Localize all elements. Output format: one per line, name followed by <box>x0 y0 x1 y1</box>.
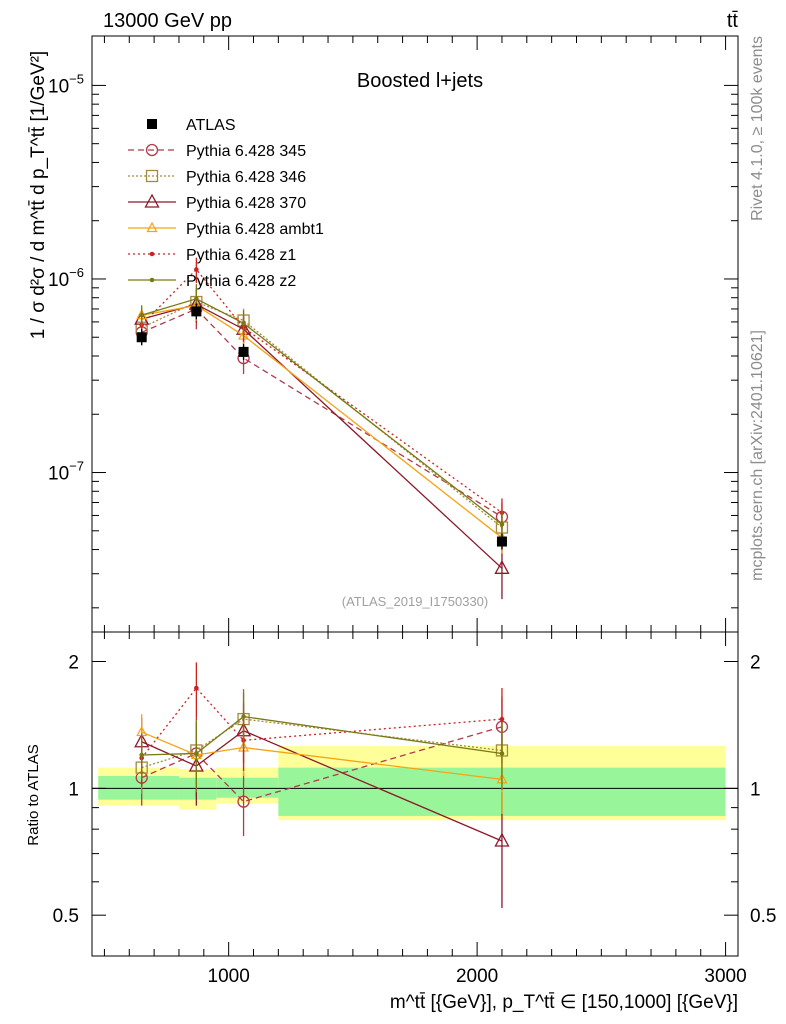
ratio-line-5 <box>141 715 503 756</box>
y-axis-label-top: 1 / σ d²σ / d m^tt̄ d p_T^tt̄ [1/GeV²] <box>28 51 49 339</box>
legend-label-data: ATLAS <box>186 117 236 134</box>
legend-label-5: Pythia 6.428 z2 <box>186 273 296 290</box>
ratio-point-5-3 <box>499 751 505 756</box>
series-point-4-1 <box>194 267 199 272</box>
data-point-1 <box>191 306 202 317</box>
x-tick-label-2000: 2000 <box>456 966 498 987</box>
legend-label-4: Pythia 6.428 z1 <box>186 247 296 264</box>
ratio-point-0-2 <box>237 795 250 808</box>
series-point-5-3 <box>499 522 505 527</box>
y-tick-exp-top-1: −6 <box>69 265 84 280</box>
y-tick-label-bot-r-2: 2 <box>750 653 761 674</box>
x-tick-label-3000: 3000 <box>704 966 746 987</box>
bottom-axes: 1000 2000 3000 2 2 1 1 0.5 0.5 <box>53 632 776 987</box>
legend-label-0: Pythia 6.428 345 <box>186 143 306 160</box>
ratio-line-0 <box>141 726 503 803</box>
header-left: 13000 GeV pp <box>103 10 232 32</box>
legend-label-1: Pythia 6.428 346 <box>186 169 306 186</box>
ratio-point-4-1 <box>194 685 199 691</box>
legend-marker-data <box>147 119 157 129</box>
legend-marker-1 <box>145 169 159 183</box>
y-tick-label-bot-l-0.5: 0.5 <box>53 906 79 927</box>
y-tick-label-bot-l-1: 1 <box>68 779 79 800</box>
plot-title: Boosted l+jets <box>357 70 483 92</box>
top-plot-area <box>134 257 510 600</box>
series-line-2 <box>141 303 503 569</box>
ratio-point-4-3 <box>499 716 505 722</box>
series-line-3 <box>141 304 503 539</box>
top-panel: 10−510−610−7 Boosted l+jets (ATLAS_2019_… <box>28 35 739 633</box>
legend: ATLAS Pythia 6.428 345 Pythia 6.428 346 Pyt… <box>128 117 324 290</box>
y-tick-exp-top-2: −7 <box>69 459 84 474</box>
header-right: tt̄ <box>727 10 739 32</box>
bottom-panel: 1000 2000 3000 2 2 1 1 0.5 0.5 Ratio to ATLAS <box>25 631 776 987</box>
y-tick-exp-top-0: −5 <box>69 71 84 86</box>
series-line-0 <box>141 308 503 518</box>
legend-label-2: Pythia 6.428 370 <box>186 195 306 212</box>
legend-marker-0 <box>145 143 159 157</box>
y-tick-label-bot-l-2: 2 <box>68 653 79 674</box>
data-point-3 <box>496 536 507 547</box>
y-tick-label-bot-r-1: 1 <box>750 779 761 800</box>
y-axis-label-bottom: Ratio to ATLAS <box>25 744 42 845</box>
bottom-plot-area <box>92 662 738 908</box>
ratio-point-2-3 <box>494 832 510 847</box>
top-axes: 10−510−610−7 <box>48 36 738 632</box>
series-line-4 <box>141 268 503 514</box>
series-point-5-1 <box>194 296 199 302</box>
data-point-2 <box>238 346 249 357</box>
data-point-0 <box>136 332 147 343</box>
bottom-frame <box>91 631 739 957</box>
series-point-2-3 <box>494 559 510 574</box>
series-point-5-0 <box>139 312 144 318</box>
watermark: (ATLAS_2019_I1750330) <box>342 594 488 609</box>
ratio-point-5-2 <box>241 714 246 719</box>
ratio-line-3 <box>141 731 503 781</box>
y-tick-label-bot-r-0.5: 0.5 <box>750 906 776 927</box>
y-axis-label-top-text: 1 / σ d²σ / d m^tt̄ d p_T^tt̄ [1/GeV²] <box>28 51 49 339</box>
series-line-5 <box>141 298 503 525</box>
side-label-rivet: Rivet 4.1.0, ≥ 100k events <box>749 36 766 221</box>
ratio-band-inner-2 <box>216 777 279 798</box>
series-point-5-2 <box>241 321 246 326</box>
legend-label-3: Pythia 6.428 ambt1 <box>186 221 324 238</box>
side-label-mcplots: mcplots.cern.ch [arXiv:2401.10621] <box>749 330 766 581</box>
legend-marker-4 <box>149 251 155 257</box>
ratio-point-5-1 <box>194 751 199 756</box>
legend-marker-5 <box>149 277 155 283</box>
ratio-point-5-0 <box>139 752 144 758</box>
legend-marker-2 <box>144 193 160 208</box>
ratio-band-inner-0 <box>98 775 179 800</box>
x-axis-label: m^tt̄ [{GeV}], p_T^tt̄ ∈ [150,1000] [{Ge… <box>390 992 738 1013</box>
x-tick-label-1000: 1000 <box>208 966 250 987</box>
legend-marker-3 <box>146 221 158 233</box>
